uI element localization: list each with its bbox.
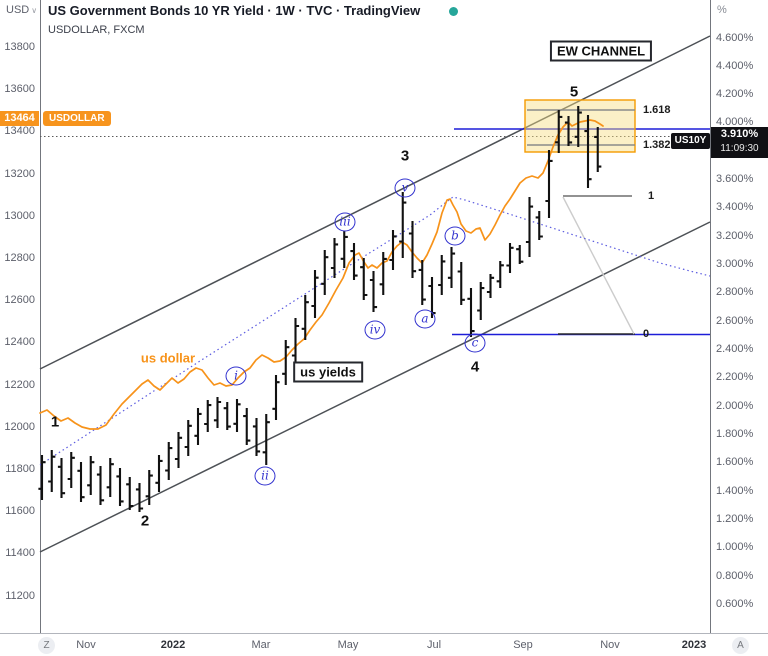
right-axis-tick: 0.600% [716, 598, 754, 610]
currency-unit-dropdown[interactable]: USD ∨ [6, 4, 37, 16]
right-axis-tick: 1.000% [716, 541, 754, 553]
left-axis-border [40, 0, 41, 656]
left-axis-tick: 13000 [4, 210, 35, 222]
right-axis-tick: 3.600% [716, 173, 754, 185]
right-axis-tick: 1.800% [716, 428, 754, 440]
right-axis-tick: 4.000% [716, 116, 754, 128]
time-axis[interactable]: Z A Nov 2022 Mar May Jul Sep Nov 2023 [0, 633, 768, 656]
left-axis-tick: 12400 [4, 336, 35, 348]
right-axis-tick: 4.200% [716, 88, 754, 100]
right-axis-border [710, 0, 711, 656]
us10y-last-price: 3.910% [720, 128, 759, 140]
left-axis-tick: 11600 [5, 505, 35, 517]
usdollar-line-series[interactable] [39, 119, 604, 430]
left-axis-tick: 12800 [4, 252, 35, 264]
time-axis-label-Nov: Nov [600, 639, 620, 651]
fib-connector-line [562, 196, 635, 335]
right-axis-tick: 0.800% [716, 570, 754, 582]
right-axis-tick: 4.600% [716, 32, 754, 44]
right-axis-tick: 1.200% [716, 513, 754, 525]
right-axis-tick: 2.600% [716, 315, 754, 327]
time-axis-label-Jul: Jul [426, 639, 442, 651]
us10y-symbol-tag: US10Y [671, 133, 710, 149]
right-axis-tick: 1.600% [716, 456, 754, 468]
right-axis-tick: 3.400% [716, 201, 754, 213]
right-axis-tick: 1.400% [716, 485, 754, 497]
left-axis-tick: 12600 [4, 294, 35, 306]
time-axis-label-Sep: Sep [513, 639, 533, 651]
left-axis-tick: 11800 [5, 463, 35, 475]
left-axis-tick: 12200 [4, 379, 35, 391]
time-axis-label-2022: 2022 [160, 639, 186, 651]
left-axis-tick: 11200 [5, 590, 35, 602]
right-axis-tick: 3.200% [716, 230, 754, 242]
dollar-ma-dotted-line [39, 196, 711, 466]
ew-channel-lower-line[interactable] [39, 221, 711, 553]
left-axis-tick: 12000 [4, 421, 35, 433]
left-axis-tick: 13400 [4, 125, 35, 137]
left-axis-tick: 13200 [4, 168, 35, 180]
us10y-ohlc-bars-series[interactable] [38, 106, 602, 512]
usdollar-price-label: 13464 [0, 110, 39, 126]
right-axis-tick: 3.000% [716, 258, 754, 270]
chart-plot-area[interactable] [0, 0, 768, 633]
time-axis-label-2023: 2023 [681, 639, 707, 651]
symbol-title[interactable]: US Government Bonds 10 YR Yield · 1W · T… [48, 3, 421, 18]
time-axis-label-Nov: Nov [76, 639, 96, 651]
right-axis-tick: 4.400% [716, 60, 754, 72]
auto-scale-badge[interactable]: A [732, 637, 749, 654]
left-axis-tick: 11400 [5, 547, 35, 559]
time-axis-label-Mar: Mar [251, 639, 271, 651]
currency-unit-label: USD [6, 4, 30, 16]
ew-channel-upper-line[interactable] [39, 35, 711, 370]
left-axis-tick: 13800 [4, 41, 35, 53]
time-axis-label-May: May [337, 639, 359, 651]
right-axis-tick: 2.200% [716, 371, 754, 383]
us10y-countdown-time: 11:09:30 [720, 143, 759, 154]
right-axis-tick: 2.400% [716, 343, 754, 355]
left-axis-tick: 13600 [4, 83, 35, 95]
right-axis-tick: 2.000% [716, 400, 754, 412]
us10y-price-label: 3.910% 11:09:30 [711, 127, 768, 158]
overlay-symbol-subtitle[interactable]: USDOLLAR, FXCM [48, 24, 145, 36]
right-axis-tick: 2.800% [716, 286, 754, 298]
market-status-dot-icon[interactable] [449, 7, 458, 16]
timezone-badge[interactable]: Z [38, 637, 55, 654]
usdollar-symbol-tag: USDOLLAR [43, 110, 111, 126]
right-axis-unit: % [717, 4, 727, 16]
chevron-down-icon: ∨ [31, 6, 38, 15]
fib-target-box[interactable] [524, 99, 636, 153]
